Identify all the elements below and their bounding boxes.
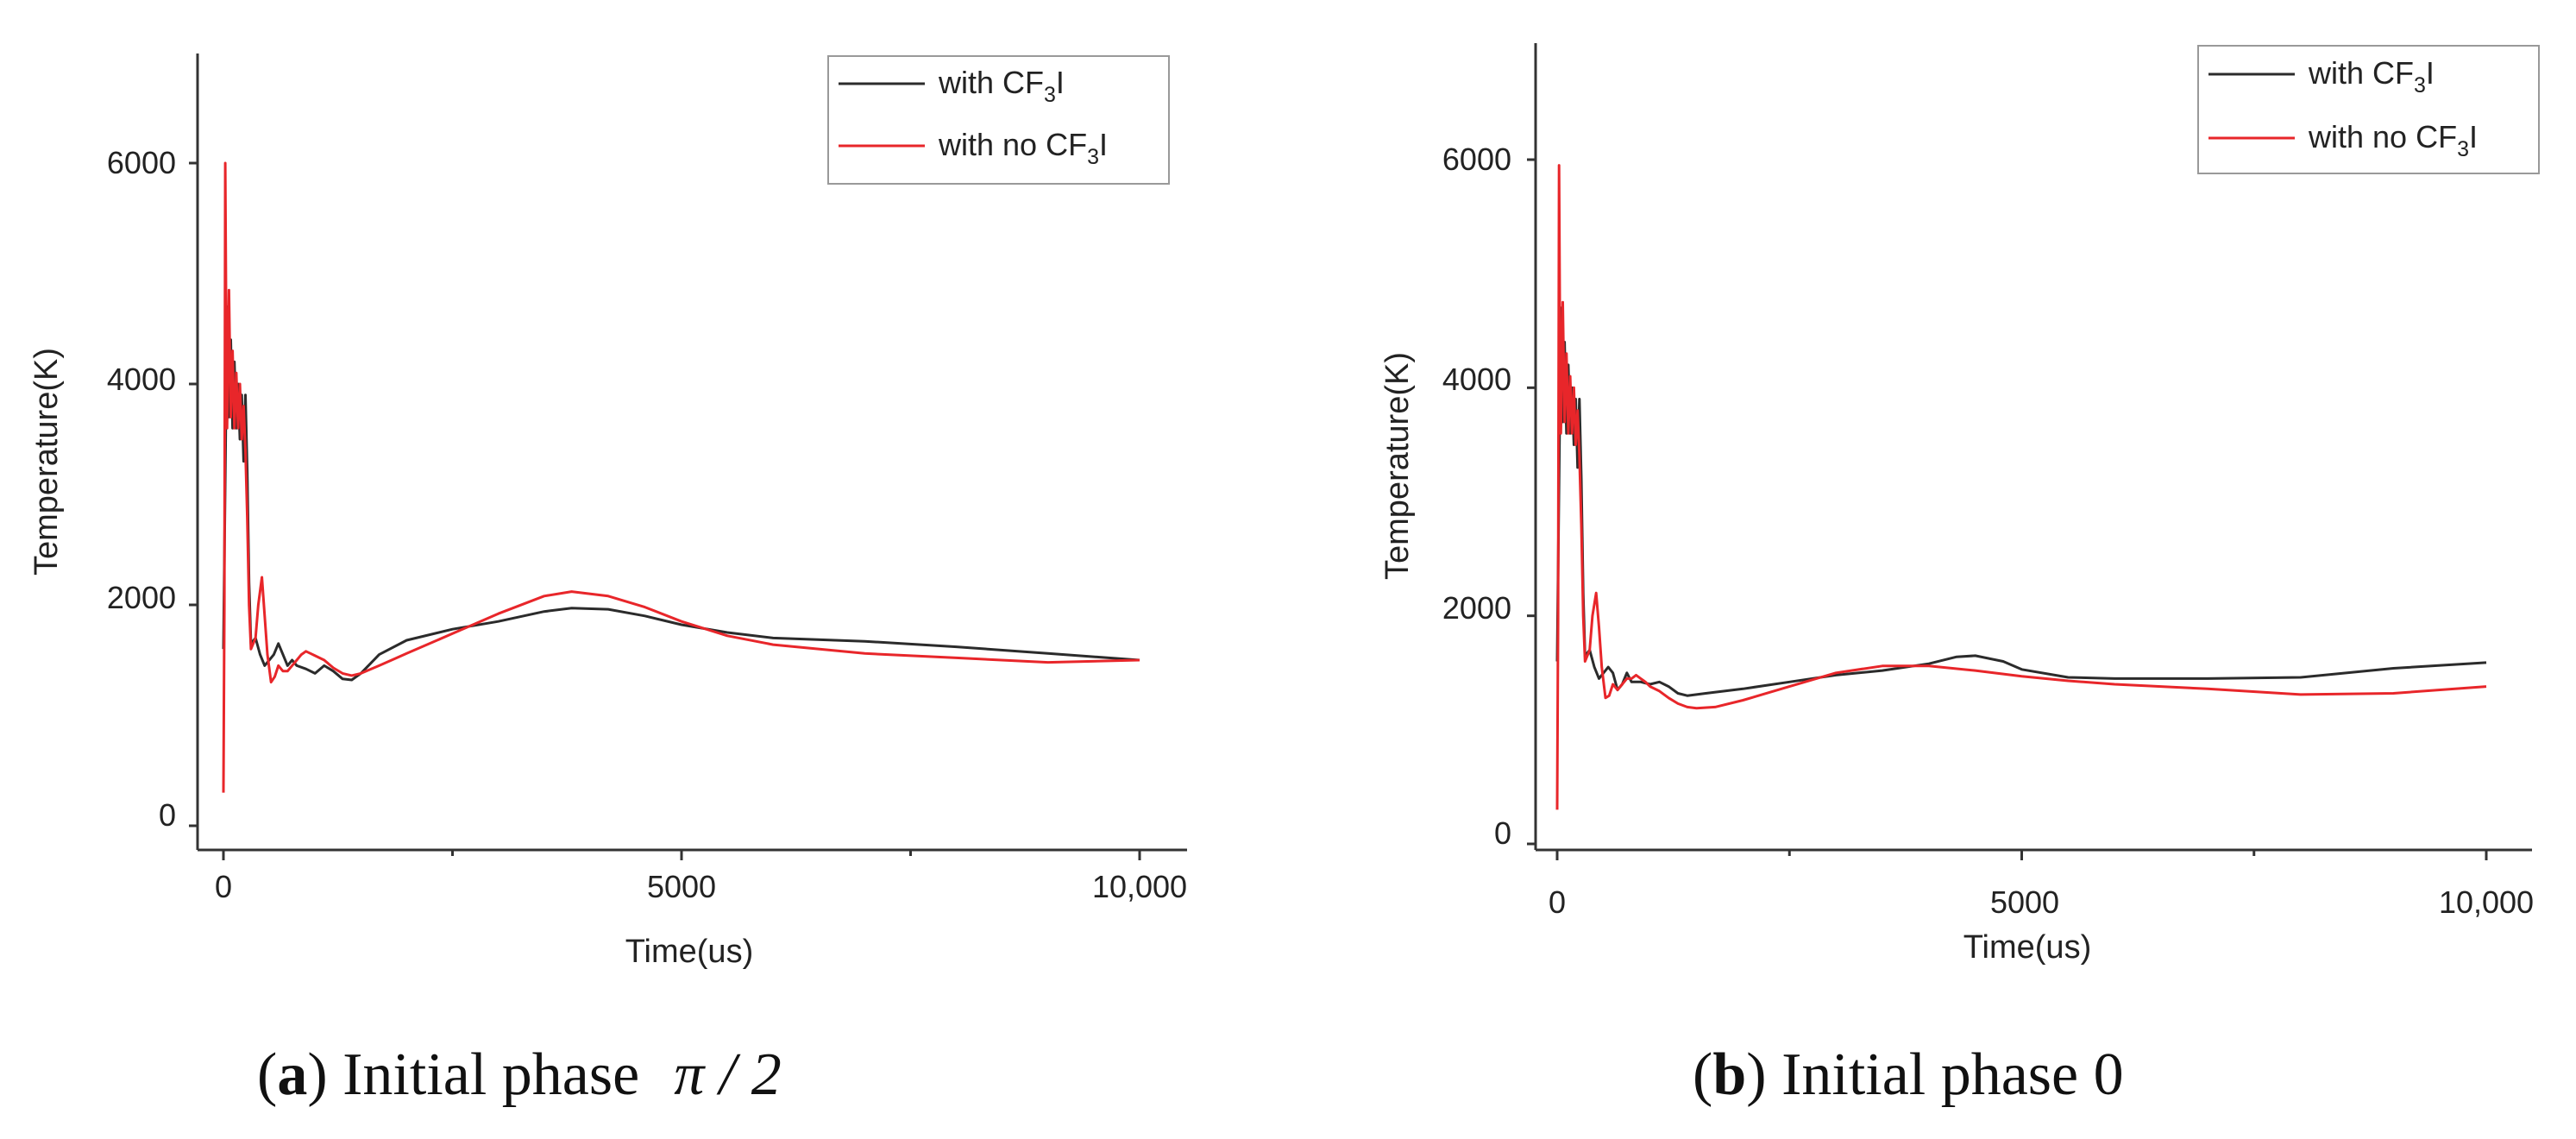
y-tick-label: 0 (159, 797, 176, 833)
y-ticks (189, 161, 198, 828)
plot-area (222, 161, 1140, 793)
series-line-with-no-cf3i (1555, 164, 2487, 810)
x-tick-label: 0 (215, 869, 232, 904)
plot-area (1555, 164, 2487, 810)
legend: with CF3I with no CF3I (827, 55, 1170, 185)
legend-label-with-no-cf3i: with no CF3I (938, 127, 1108, 169)
y-tick-label: 0 (1494, 815, 1511, 851)
x-ticks (1555, 850, 2488, 860)
y-axis-label: Temperature(K) (1379, 352, 1416, 580)
x-tick-label: 5000 (1990, 884, 2059, 920)
panel-b: 6000 4000 2000 0 0 5000 10,000 Time(us) … (1379, 43, 2540, 1108)
caption-b: (b) Initial phase 0 (1693, 1041, 2124, 1108)
x-tick-label: 5000 (647, 869, 716, 904)
y-axis-label: Temperature(K) (28, 348, 65, 576)
y-tick-label: 6000 (1442, 142, 1511, 177)
x-axis-label: Time(us) (625, 934, 753, 970)
x-axis-label: Time(us) (1963, 929, 2091, 966)
y-tick-label: 4000 (1442, 362, 1511, 397)
legend: with CF3I with no CF3I (2197, 45, 2540, 174)
legend-box (2197, 45, 2540, 174)
y-tick-label: 2000 (107, 580, 176, 615)
x-tick-label: 10,000 (1092, 869, 1187, 904)
caption-a: (a) Initial phase π / 2 (257, 1041, 782, 1108)
legend-box (827, 55, 1170, 185)
y-tick-label: 6000 (107, 145, 176, 180)
legend-label-with-no-cf3i: with no CF3I (2308, 119, 2478, 161)
series-line-with-cf3i (222, 305, 1140, 682)
y-ticks (1527, 158, 1536, 846)
panel-a: 6000 4000 2000 0 0 5000 10,000 Time(us) … (28, 53, 1187, 1108)
series-line-with-no-cf3i (222, 161, 1140, 793)
legend-label-with-cf3i: with CF3I (2308, 55, 2435, 98)
y-tick-label: 2000 (1442, 590, 1511, 626)
x-tick-label: 0 (1549, 884, 1566, 920)
series-line-with-cf3i (1555, 306, 2487, 697)
x-tick-label: 10,000 (2439, 884, 2534, 920)
x-ticks (222, 850, 1141, 860)
y-tick-label: 4000 (107, 362, 176, 397)
legend-label-with-cf3i: with CF3I (938, 65, 1065, 107)
